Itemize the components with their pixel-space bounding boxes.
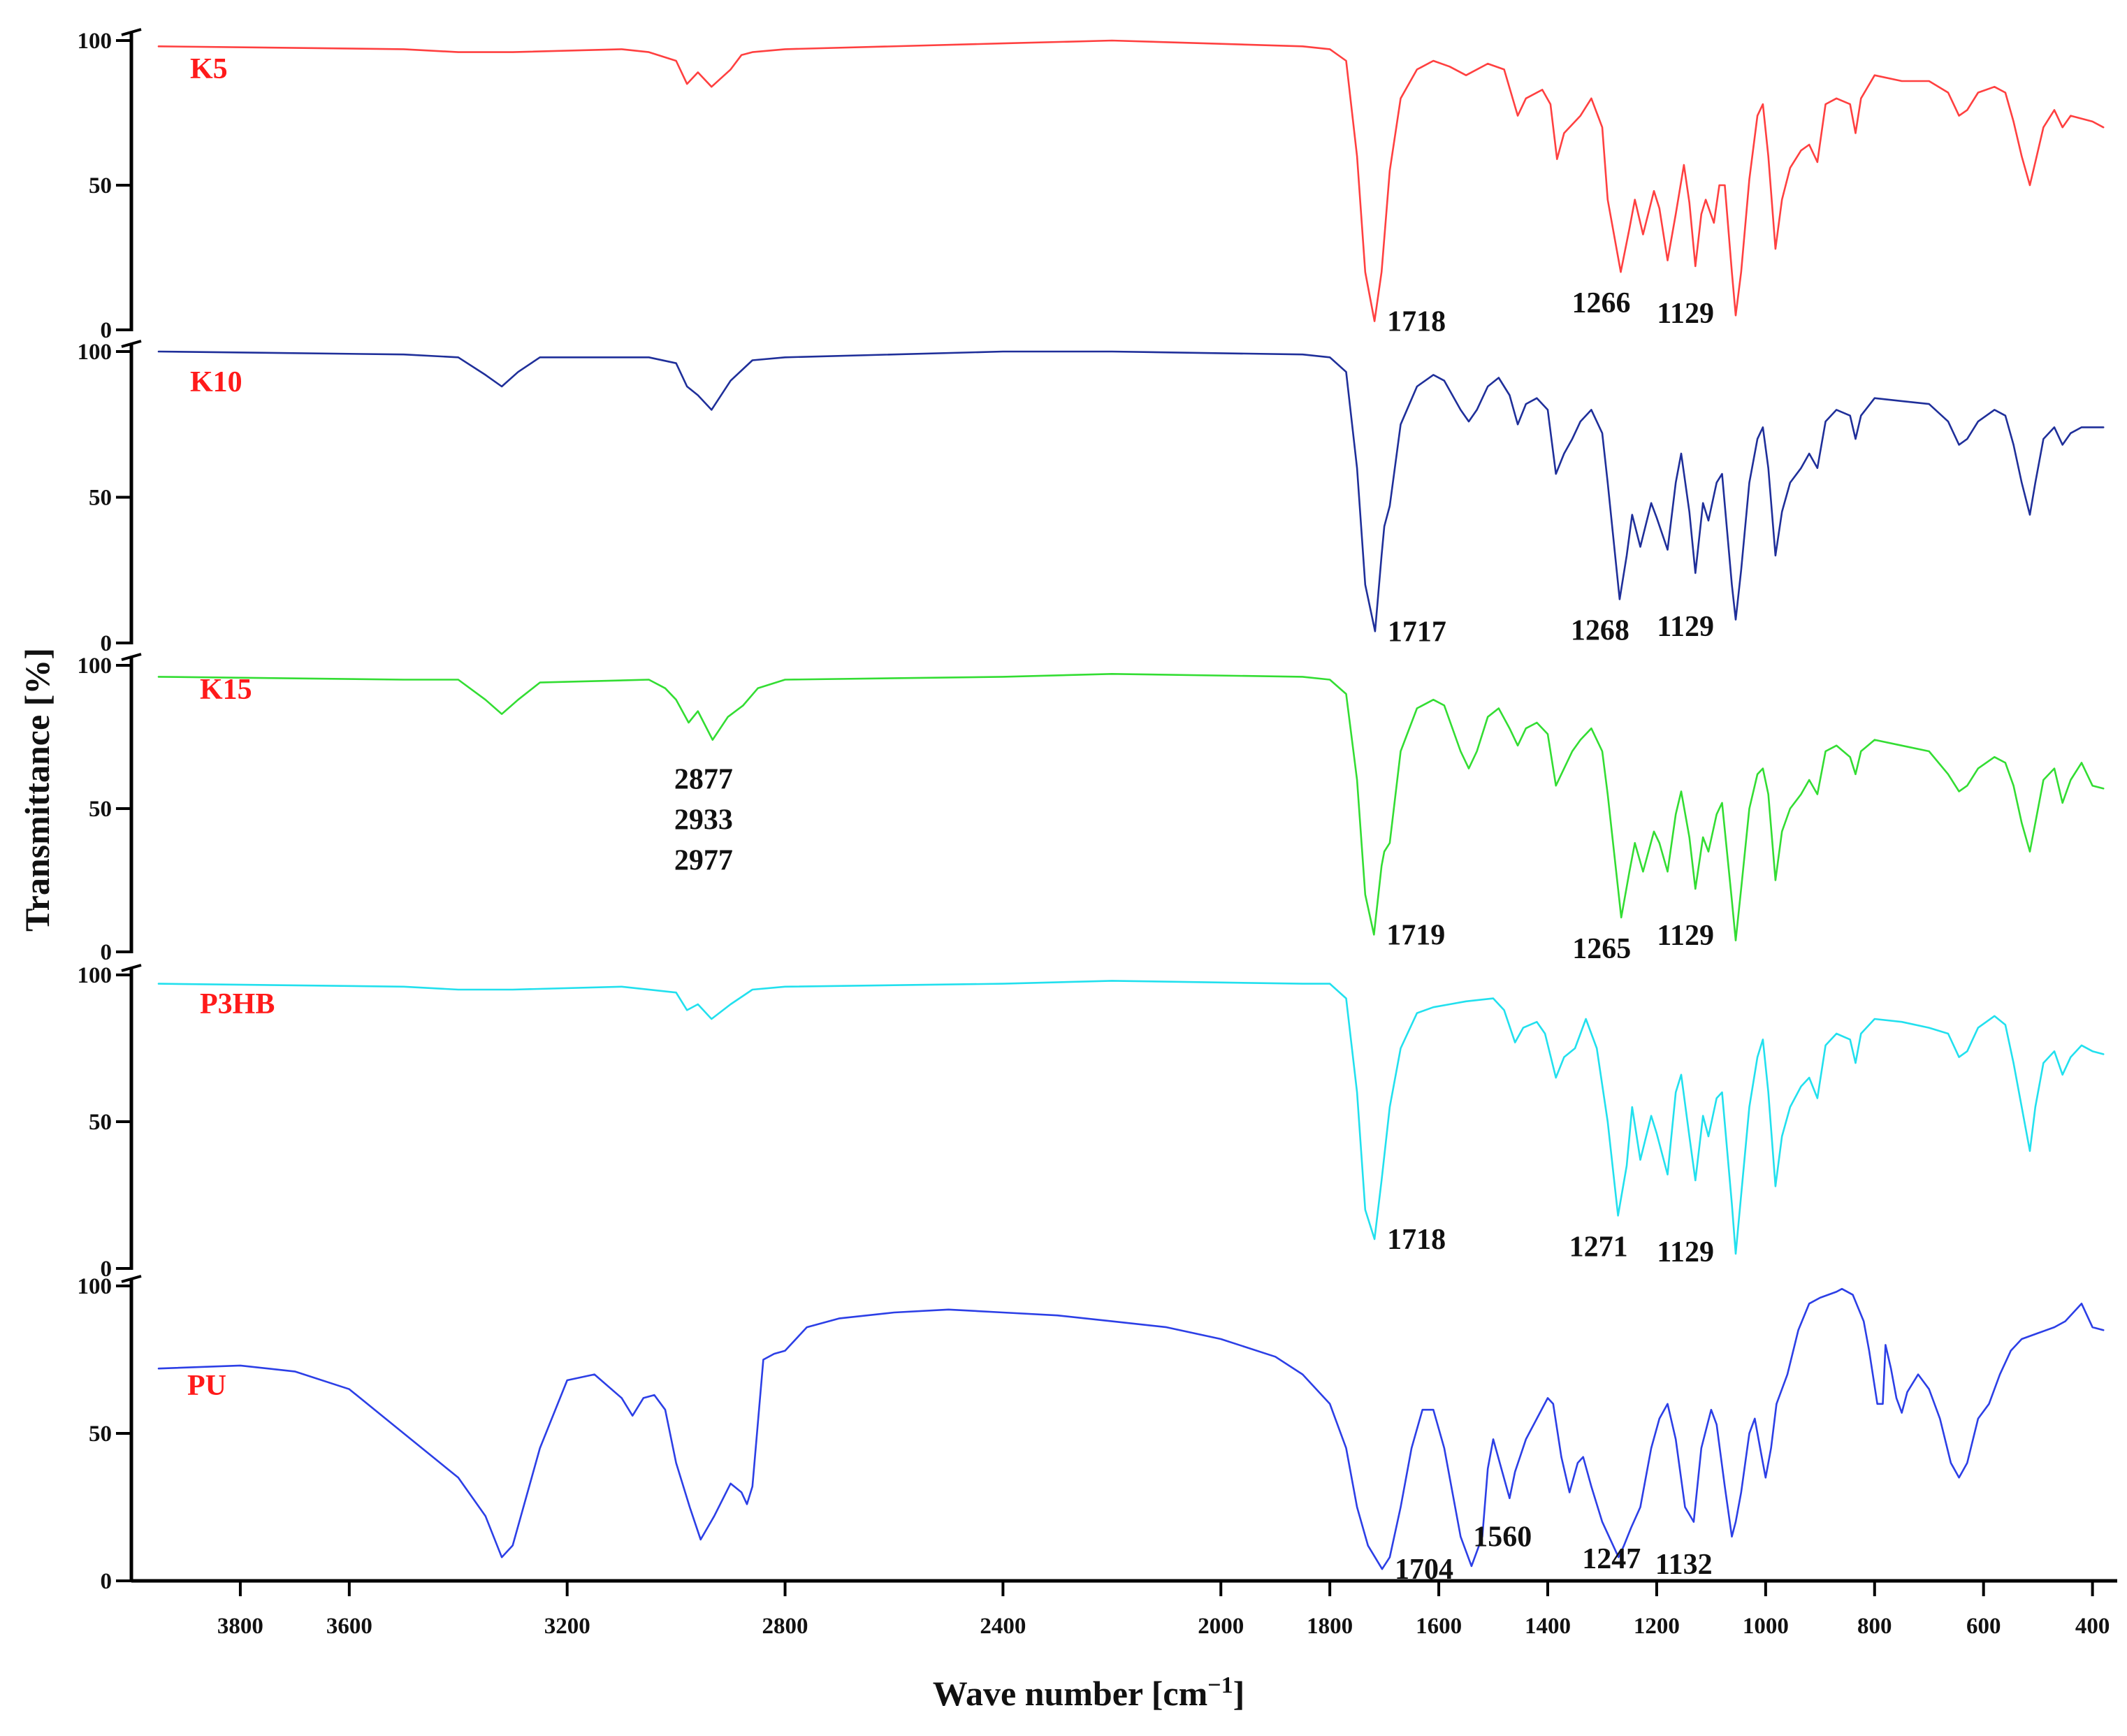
y-tick-label: 100 [78, 963, 112, 988]
peak-label: 1129 [1657, 920, 1714, 952]
x-tick-label: 1200 [1634, 1614, 1680, 1639]
spectrum-line-pu [157, 1287, 2105, 1570]
x-tick-label: 600 [1966, 1614, 2001, 1639]
peak-label: 1718 [1387, 306, 1446, 338]
peak-label: 1247 [1582, 1543, 1641, 1575]
x-tick-label: 1800 [1307, 1614, 1353, 1639]
spectra-panels: K5 K10 K15 P3HB PU 1718 1266 1129 1717 1268 1129 28… [157, 39, 2105, 1586]
peak-label: 1560 [1473, 1521, 1532, 1554]
y-tick-label: 0 [101, 318, 112, 343]
y-tick-label: 100 [78, 1274, 112, 1299]
peak-label: 1719 [1386, 919, 1445, 951]
x-tick-label: 400 [2075, 1614, 2110, 1639]
x-tick-label: 2800 [762, 1614, 808, 1639]
x-axis: 3800 3600 3200 2800 2400 2000 1800 1600 1400 1200… [131, 1579, 2117, 1639]
axis-break-mark [121, 653, 142, 661]
peak-label: 1268 [1571, 614, 1629, 646]
spectrum-line-k15 [157, 673, 2105, 941]
y-axis-title: Transmittance [%] [17, 648, 57, 932]
y-tick-label: 50 [89, 1110, 112, 1135]
y-tick-label: 50 [89, 1422, 112, 1447]
x-tick-label: 2000 [1198, 1614, 1244, 1639]
y-tick-label: 0 [101, 1569, 112, 1594]
x-tick-label: 1000 [1743, 1614, 1789, 1639]
series-label-k10: K10 [190, 366, 242, 398]
x-tick-label: 3200 [544, 1614, 590, 1639]
peak-label: 2933 [674, 804, 733, 837]
peak-label: 1132 [1655, 1549, 1713, 1581]
x-tick-label: 800 [1857, 1614, 1892, 1639]
series-label-k5: K5 [190, 53, 228, 85]
axis-break-mark [121, 964, 142, 972]
x-tick-label: 1600 [1416, 1614, 1462, 1639]
series-label-pu: PU [187, 1370, 226, 1402]
peak-label: 1265 [1572, 933, 1631, 965]
x-tick-label: 2400 [980, 1614, 1026, 1639]
axis-break-mark [121, 1275, 142, 1283]
series-label-k15: K15 [200, 674, 252, 706]
x-axis-title-suffix: ] [1233, 1674, 1245, 1713]
peak-label: 1129 [1657, 611, 1714, 643]
y-tick-label: 0 [101, 631, 112, 656]
peak-label: 1717 [1388, 616, 1446, 648]
y-tick-label: 100 [78, 340, 112, 365]
x-axis-title-superscript: −1 [1207, 1672, 1233, 1698]
y-tick-label: 50 [89, 797, 112, 822]
y-tick-label: 50 [89, 173, 112, 198]
y-tick-label: 100 [78, 29, 112, 54]
y-tick-label: 100 [78, 653, 112, 679]
peak-label: 1266 [1571, 287, 1630, 319]
x-tick-label: 3800 [217, 1614, 263, 1639]
peak-label: 2877 [674, 764, 733, 796]
y-tick-label: 50 [89, 486, 112, 511]
x-tick-label: 1400 [1525, 1614, 1571, 1639]
x-tick-label: 3600 [326, 1614, 372, 1639]
y-tick-label: 0 [101, 1257, 112, 1282]
spectrum-line-k5 [157, 39, 2105, 322]
peak-label: 1129 [1657, 298, 1714, 330]
spectrum-line-k10 [157, 350, 2105, 632]
peak-label: 1129 [1657, 1236, 1714, 1268]
x-axis-title: Wave number [cm−1] [933, 1672, 1245, 1713]
peak-label: 2977 [674, 845, 733, 877]
series-label-p3hb: P3HB [200, 988, 275, 1020]
peak-label: 1271 [1569, 1231, 1628, 1263]
y-tick-label: 0 [101, 940, 112, 965]
axis-break-mark [121, 28, 142, 36]
peak-label: 1718 [1387, 1224, 1446, 1256]
axis-break-mark [121, 340, 142, 348]
spectrum-line-p3hb [157, 980, 2105, 1255]
